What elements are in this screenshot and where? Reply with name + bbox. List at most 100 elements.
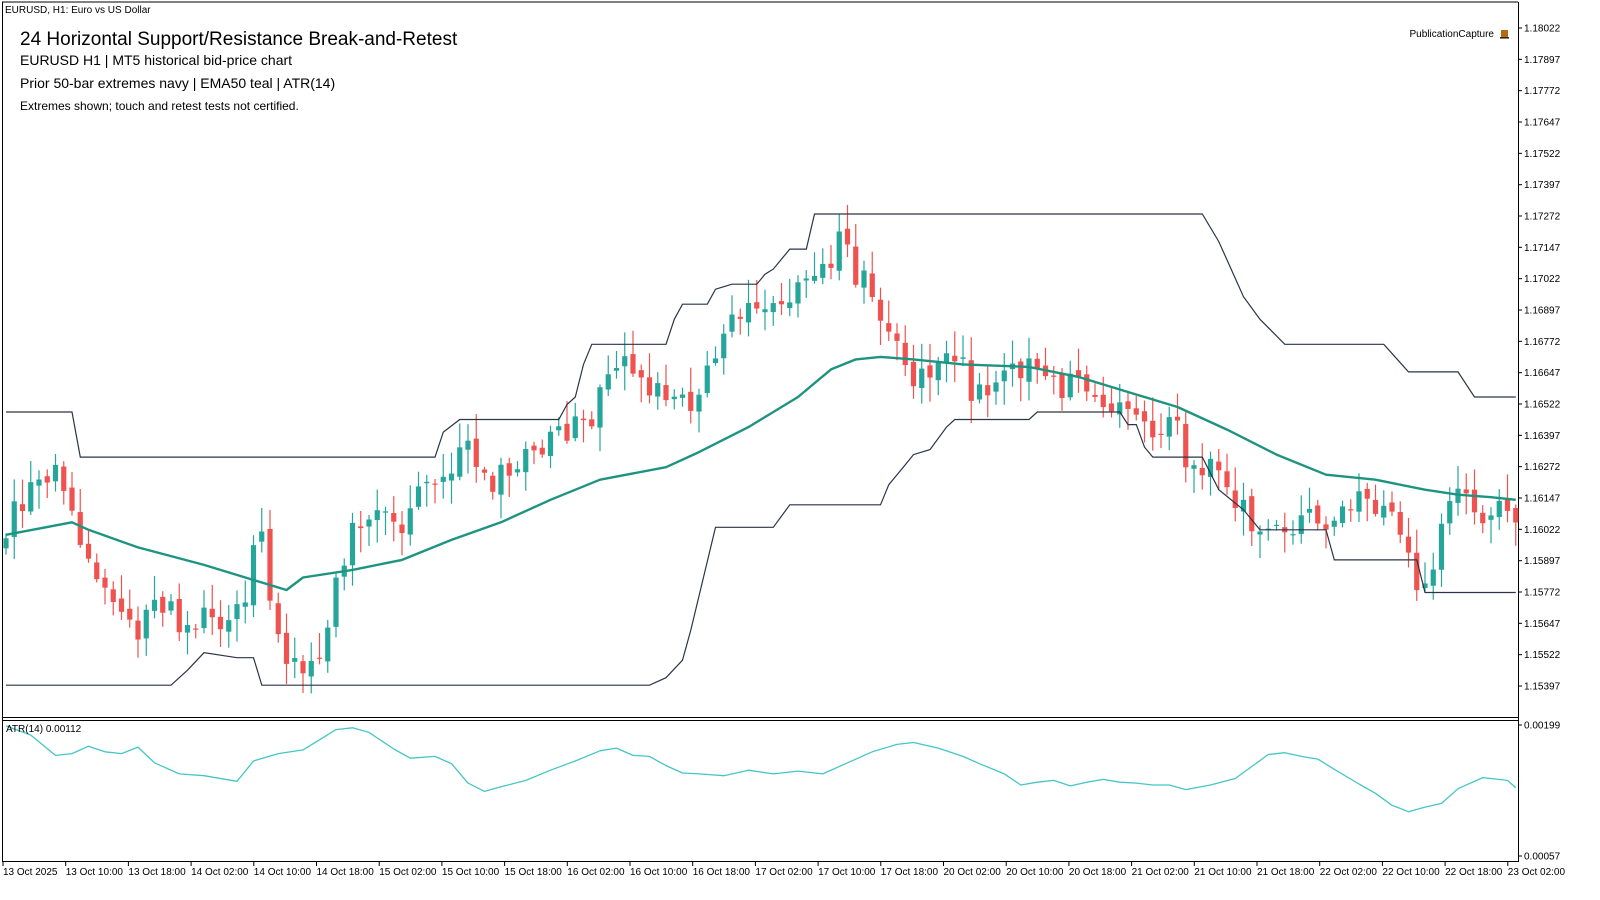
candle[interactable] — [325, 619, 331, 673]
candle[interactable] — [1273, 519, 1280, 531]
candle[interactable] — [1430, 552, 1436, 600]
candle[interactable] — [1455, 466, 1461, 516]
candle[interactable] — [448, 452, 455, 504]
candle[interactable] — [1331, 516, 1337, 536]
candle[interactable] — [432, 479, 438, 504]
candle[interactable] — [523, 441, 529, 491]
candle[interactable] — [745, 279, 752, 337]
candle[interactable] — [1496, 489, 1502, 530]
candle[interactable] — [201, 590, 207, 634]
candle[interactable] — [465, 424, 471, 474]
candle[interactable] — [440, 453, 446, 499]
candle[interactable] — [209, 584, 215, 635]
candle[interactable] — [292, 637, 298, 679]
candle[interactable] — [935, 356, 941, 396]
candle[interactable] — [250, 535, 257, 618]
candle[interactable] — [861, 260, 867, 304]
candle[interactable] — [341, 558, 347, 591]
candle[interactable] — [391, 496, 397, 542]
candle[interactable] — [1108, 386, 1115, 418]
candle[interactable] — [135, 606, 141, 658]
candle[interactable] — [1463, 473, 1469, 515]
candle[interactable] — [1150, 397, 1156, 451]
candle[interactable] — [44, 469, 50, 499]
candle[interactable] — [316, 633, 323, 665]
candle[interactable] — [1183, 410, 1189, 483]
candle[interactable] — [226, 605, 232, 648]
candle[interactable] — [1009, 340, 1016, 387]
candle[interactable] — [1191, 460, 1197, 493]
candle[interactable] — [1166, 406, 1172, 451]
candle[interactable] — [1480, 505, 1486, 534]
candle[interactable] — [1414, 529, 1420, 601]
candle[interactable] — [1257, 525, 1263, 559]
candle[interactable] — [1067, 360, 1073, 401]
candle[interactable] — [828, 245, 834, 280]
candle[interactable] — [424, 474, 430, 507]
candle[interactable] — [960, 335, 966, 367]
candle[interactable] — [770, 296, 776, 326]
candle[interactable] — [1158, 413, 1164, 449]
candle[interactable] — [275, 592, 281, 643]
price-pane[interactable] — [3, 204, 1519, 694]
candle[interactable] — [358, 510, 364, 553]
candle[interactable] — [737, 308, 743, 335]
candle[interactable] — [193, 623, 199, 639]
candle[interactable] — [712, 346, 719, 366]
candle[interactable] — [968, 337, 974, 424]
candle[interactable] — [1018, 358, 1024, 402]
candle[interactable] — [679, 387, 686, 407]
candle[interactable] — [985, 366, 991, 418]
candle[interactable] — [1282, 512, 1288, 553]
candle[interactable] — [853, 224, 859, 288]
candle[interactable] — [539, 439, 545, 458]
candle[interactable] — [910, 344, 917, 399]
candle[interactable] — [1356, 473, 1362, 523]
candle[interactable] — [1001, 353, 1007, 405]
candle[interactable] — [1133, 395, 1139, 421]
candle[interactable] — [52, 454, 59, 492]
candle[interactable] — [1224, 453, 1230, 495]
candle[interactable] — [300, 655, 306, 693]
candle[interactable] — [160, 591, 166, 627]
candle[interactable] — [1372, 484, 1379, 517]
candle[interactable] — [349, 512, 356, 586]
candle[interactable] — [655, 372, 661, 410]
candle[interactable] — [28, 460, 34, 516]
candle[interactable] — [787, 278, 793, 317]
candle[interactable] — [184, 611, 191, 655]
candle[interactable] — [11, 479, 17, 560]
candle[interactable] — [127, 589, 133, 628]
candle[interactable] — [663, 364, 669, 407]
candle[interactable] — [811, 252, 818, 284]
candle[interactable] — [1199, 443, 1205, 490]
candle[interactable] — [630, 330, 636, 377]
candle[interactable] — [671, 389, 677, 410]
candle[interactable] — [143, 604, 149, 656]
candle[interactable] — [1381, 490, 1387, 526]
candle[interactable] — [836, 213, 842, 281]
candle[interactable] — [754, 280, 760, 314]
candle[interactable] — [283, 613, 290, 684]
candle[interactable] — [473, 414, 479, 483]
candle[interactable] — [1298, 495, 1304, 544]
candle[interactable] — [1026, 337, 1032, 401]
candle[interactable] — [1447, 487, 1453, 535]
candle[interactable] — [762, 289, 768, 331]
candle[interactable] — [1117, 383, 1123, 428]
candle[interactable] — [803, 269, 809, 299]
candle[interactable] — [110, 581, 116, 616]
candle[interactable] — [869, 251, 875, 302]
candle[interactable] — [457, 423, 463, 481]
candle[interactable] — [1513, 504, 1519, 546]
candle[interactable] — [820, 248, 826, 285]
candle[interactable] — [894, 323, 900, 361]
candle[interactable] — [531, 441, 537, 465]
candle[interactable] — [1306, 487, 1313, 523]
candle[interactable] — [118, 575, 125, 620]
candle[interactable] — [407, 485, 413, 546]
candle[interactable] — [1232, 467, 1238, 522]
candle[interactable] — [613, 350, 620, 379]
candle[interactable] — [597, 384, 603, 452]
